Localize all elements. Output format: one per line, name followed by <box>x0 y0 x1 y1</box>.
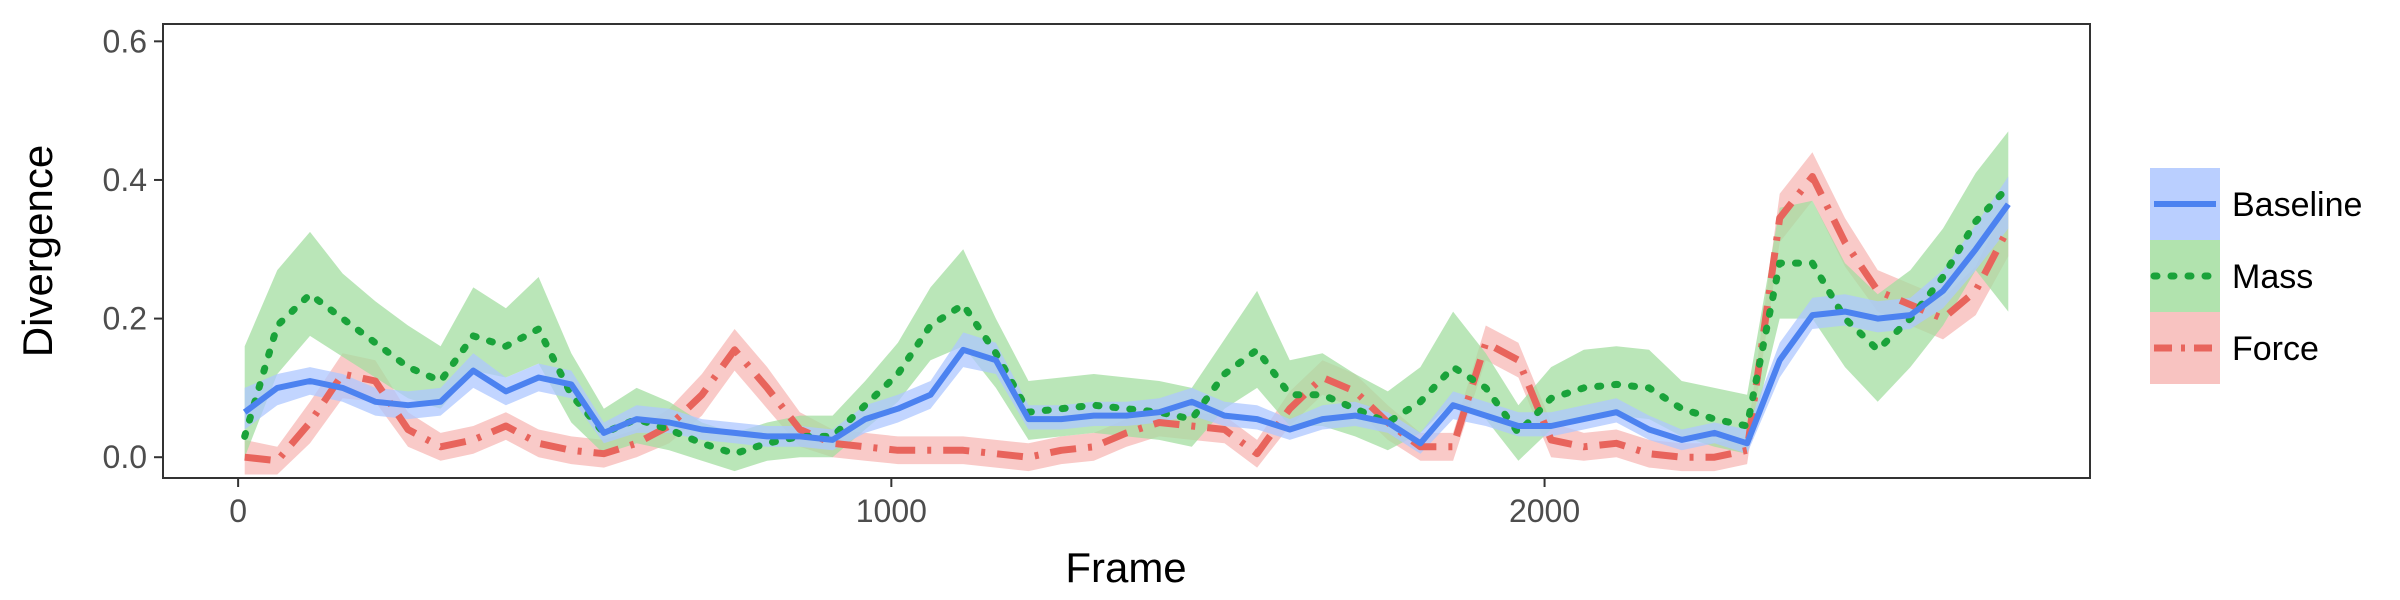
y-axis-title: Divergence <box>14 145 61 357</box>
x-tick-label: 2000 <box>1509 493 1580 529</box>
y-tick-label: 0.4 <box>103 162 147 198</box>
y-tick-label: 0.6 <box>103 23 147 59</box>
x-axis: 0 1000 2000 <box>229 478 1580 529</box>
legend-item-force: Force <box>2150 312 2319 384</box>
confidence-bands <box>244 131 2009 475</box>
x-tick-label: 0 <box>229 493 247 529</box>
y-tick-label: 0.0 <box>103 439 147 475</box>
x-tick-label: 1000 <box>856 493 927 529</box>
series-lines <box>241 173 2012 465</box>
y-axis: 0.0 0.2 0.4 0.6 <box>103 23 163 475</box>
plot-panel-border <box>162 23 2091 479</box>
legend-item-mass: Mass <box>2150 240 2313 312</box>
legend-item-baseline: Baseline <box>2150 168 2362 240</box>
y-tick-label: 0.2 <box>103 301 147 337</box>
line-mass <box>241 183 2012 458</box>
legend: Baseline Mass Force <box>2150 168 2362 384</box>
band-force <box>244 152 2009 475</box>
line-force <box>244 173 2012 465</box>
line-baseline <box>242 202 2011 447</box>
band-mass <box>244 131 2009 472</box>
legend-label: Force <box>2232 330 2319 368</box>
x-axis-title: Frame <box>1065 544 1186 591</box>
legend-label: Mass <box>2232 258 2313 296</box>
legend-label: Baseline <box>2232 186 2362 224</box>
